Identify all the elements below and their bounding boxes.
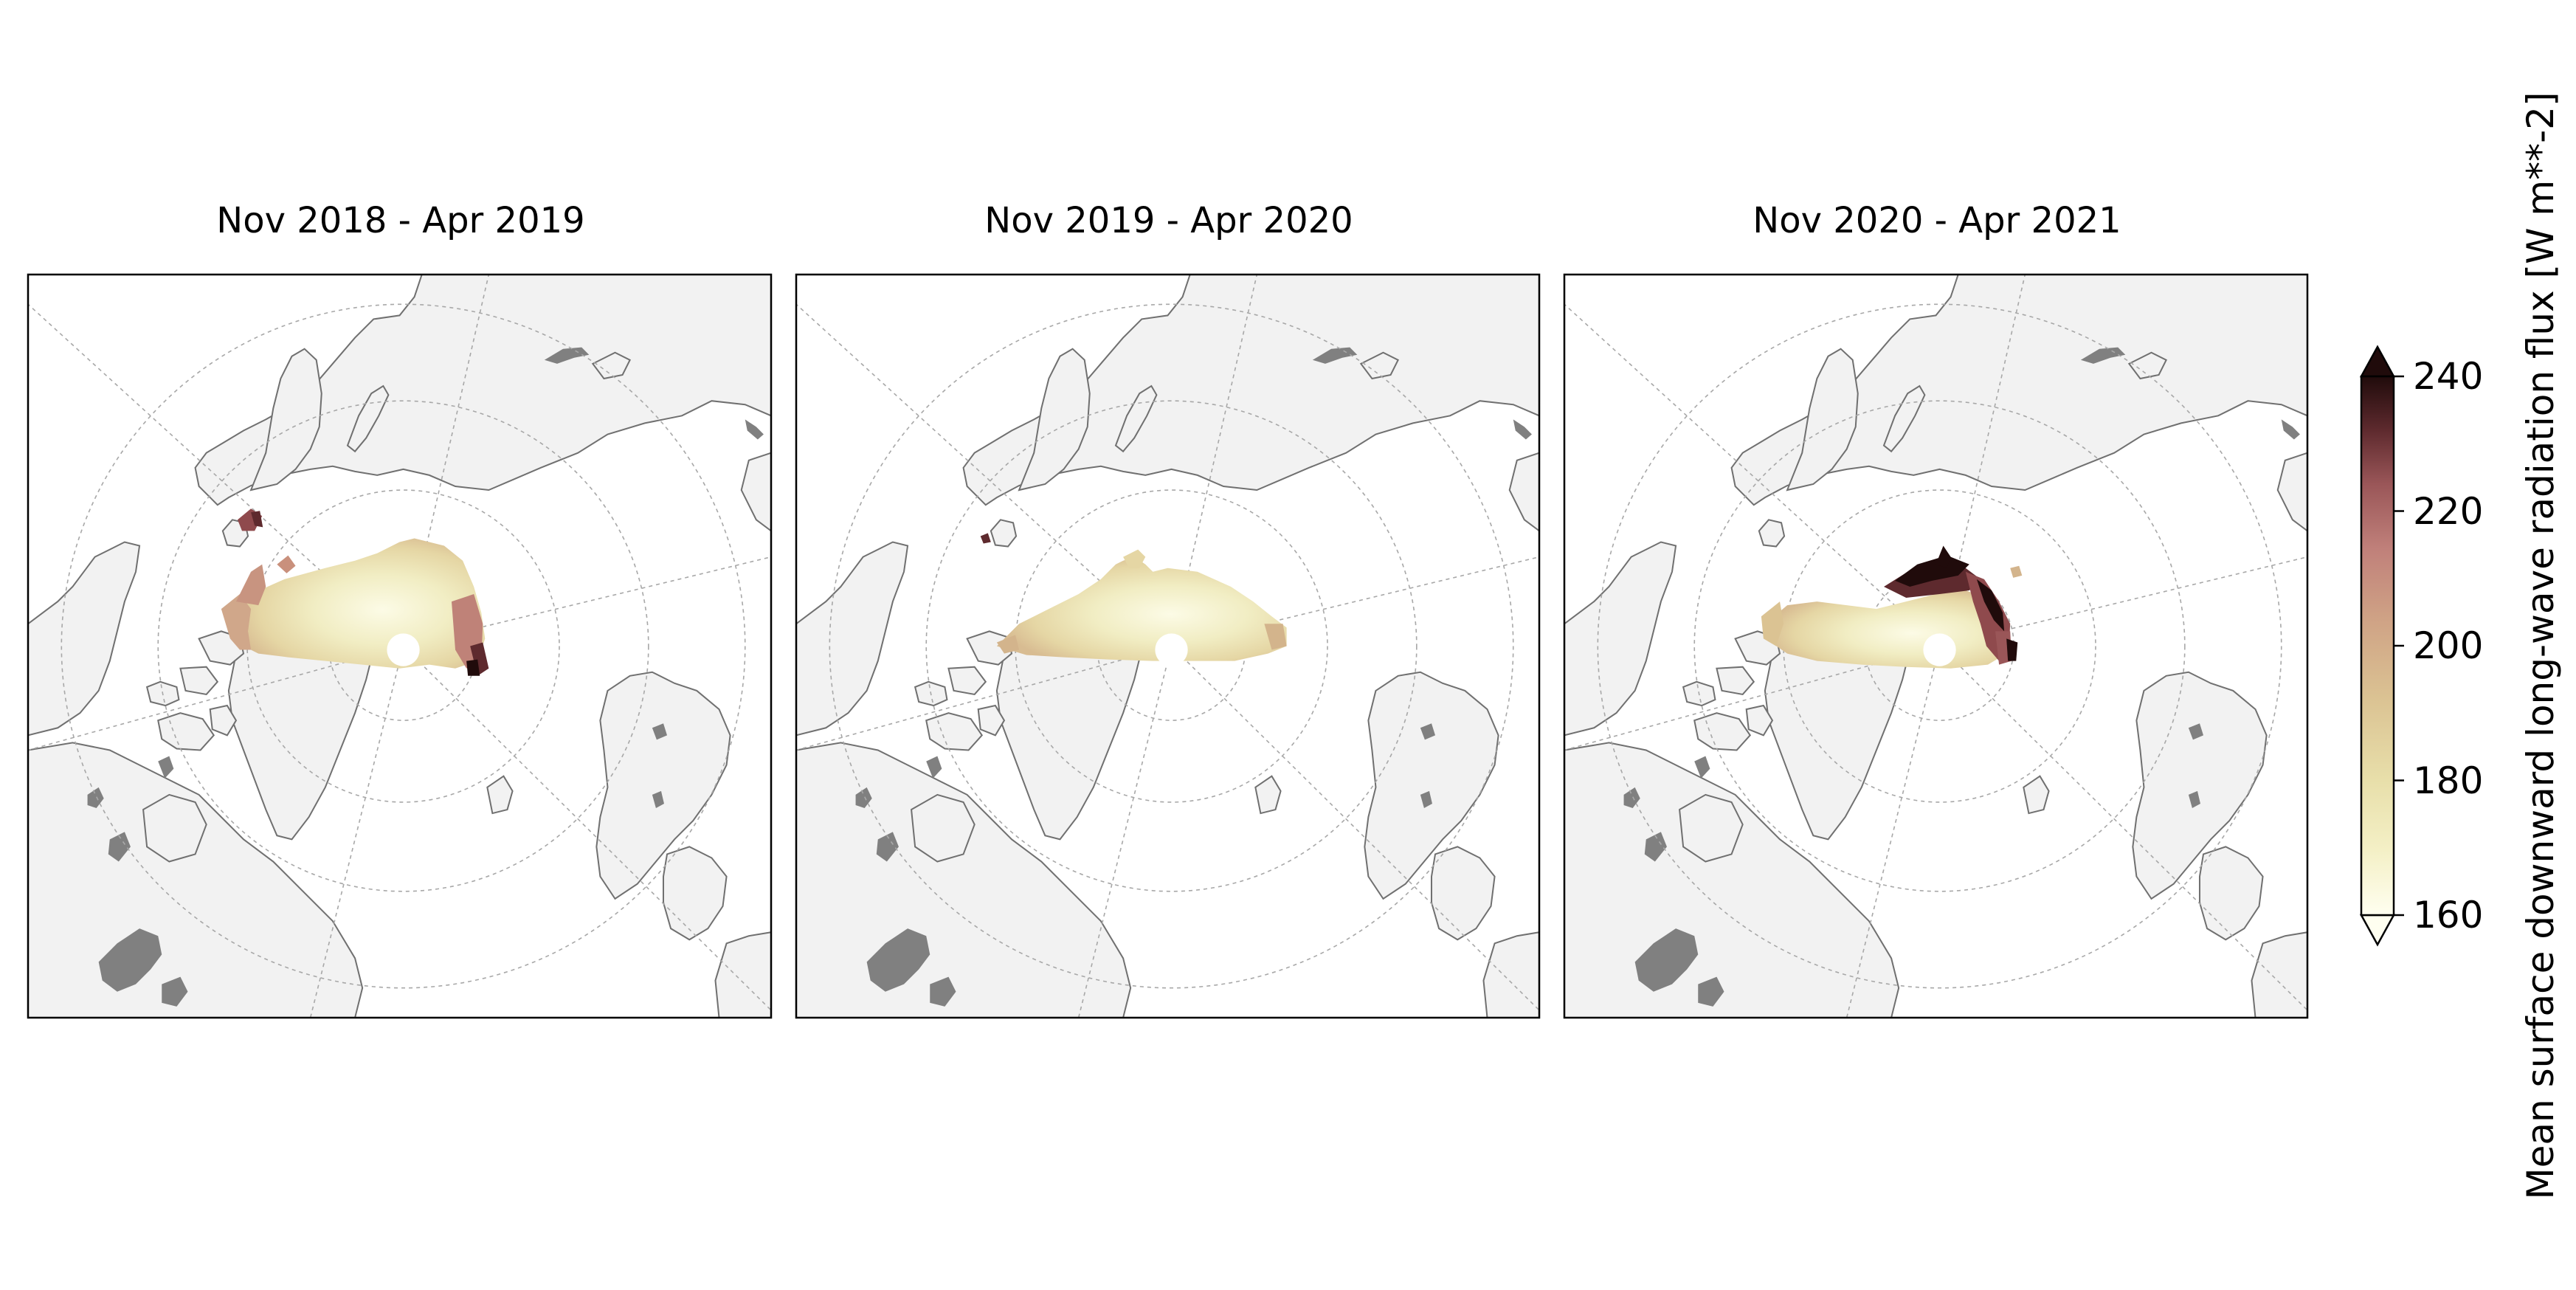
colorbar-tick-label: 160 (2413, 894, 2483, 937)
map-frame (795, 273, 1541, 1019)
colorbar-label: Mean surface downward long-wave radiatio… (2519, 92, 2562, 1199)
colorbar-extend-max (2359, 345, 2396, 378)
map-frame (1563, 273, 2309, 1019)
colorbar-tick-label: 180 (2413, 759, 2483, 802)
colorbar-ticks (2394, 375, 2404, 917)
panel-title-1: Nov 2018 - Apr 2019 (216, 200, 584, 241)
panel-title-2: Nov 2019 - Apr 2020 (984, 200, 1353, 241)
panel-title-3: Nov 2020 - Apr 2021 (1753, 200, 2121, 241)
flux-field (221, 508, 489, 676)
map-panel-3 (1563, 273, 2309, 1019)
map-frame (27, 273, 773, 1019)
map-panel-1 (27, 273, 773, 1019)
colorbar: 160 180 200 220 240 Mean surface downwar… (2359, 92, 2562, 1200)
colorbar-body (2360, 375, 2395, 917)
flux-field (980, 533, 1287, 666)
colorbar-tick-label: 200 (2413, 624, 2483, 667)
colorbar-tick-label: 240 (2413, 355, 2483, 398)
colorbar-tick-label: 220 (2413, 490, 2483, 533)
colorbar-extend-min (2359, 914, 2396, 947)
map-panel-2 (795, 273, 1541, 1019)
flux-field (1761, 545, 2023, 669)
